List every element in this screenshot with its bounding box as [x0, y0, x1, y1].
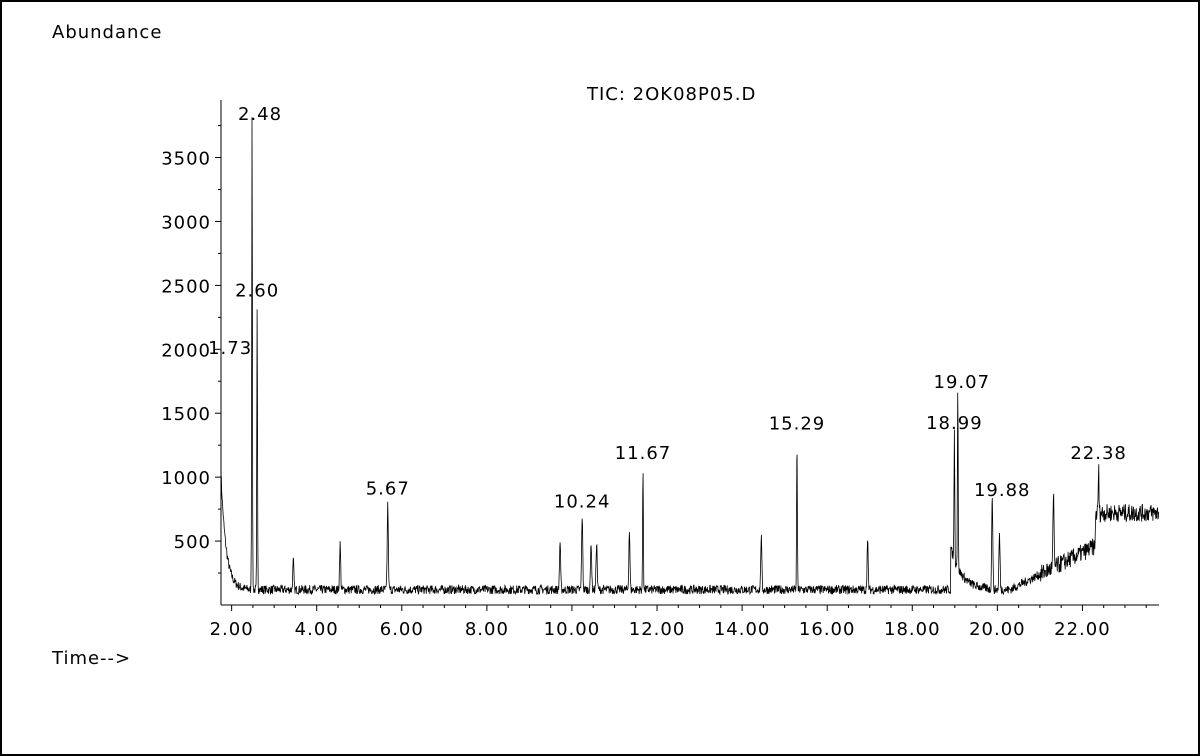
x-tick-label: 20.00 [969, 619, 1026, 640]
peak-label-22-38: 22.38 [1070, 443, 1127, 464]
y-tick-label: 3000 [161, 212, 211, 233]
x-tick-label: 22.00 [1054, 619, 1111, 640]
y-tick-label: 1000 [161, 468, 211, 489]
x-tick-label: 8.00 [465, 619, 509, 640]
y-tick-label: 2500 [161, 276, 211, 297]
y-tick-label: 500 [174, 532, 211, 553]
peak-labels: 1.73 2.48 2.60 5.67 10.24 11.67 15.29 18.99 19.0… [208, 104, 1127, 513]
x-tick-label: 16.00 [799, 619, 856, 640]
peak-label-11-67: 11.67 [615, 443, 672, 464]
x-tick-label: 2.00 [210, 619, 254, 640]
peak-label-2-60: 2.60 [235, 281, 279, 302]
chart-title: TIC: 2OK08P05.D [586, 84, 756, 105]
y-tick-label: 2000 [161, 340, 211, 361]
y-tick-label: 3500 [161, 149, 211, 170]
peak-label-1-73: 1.73 [208, 338, 252, 359]
peak-label-18-99: 18.99 [926, 413, 983, 434]
y-tick-label: 1500 [161, 404, 211, 425]
tic-trace [220, 117, 1160, 596]
x-tick-label: 18.00 [884, 619, 941, 640]
x-tick-label: 4.00 [295, 619, 339, 640]
peak-label-10-24: 10.24 [554, 492, 611, 513]
peak-label-2-48: 2.48 [238, 104, 282, 125]
peak-label-15-29: 15.29 [769, 414, 826, 435]
x-tick-label: 6.00 [380, 619, 424, 640]
peak-label-5-67: 5.67 [366, 479, 410, 500]
tic-line [220, 117, 1160, 596]
x-tick-label: 12.00 [629, 619, 686, 640]
x-axis-label: Time--> [51, 648, 131, 669]
y-axis-label: Abundance [52, 22, 162, 43]
x-tick-label: 14.00 [714, 619, 771, 640]
peak-label-19-88: 19.88 [974, 480, 1031, 501]
peak-label-19-07: 19.07 [934, 372, 991, 393]
axes: 500 1000 1500 2000 2500 3000 3500 2.00 4.00 6.00 8… [161, 100, 1159, 640]
x-tick-label: 10.00 [544, 619, 601, 640]
